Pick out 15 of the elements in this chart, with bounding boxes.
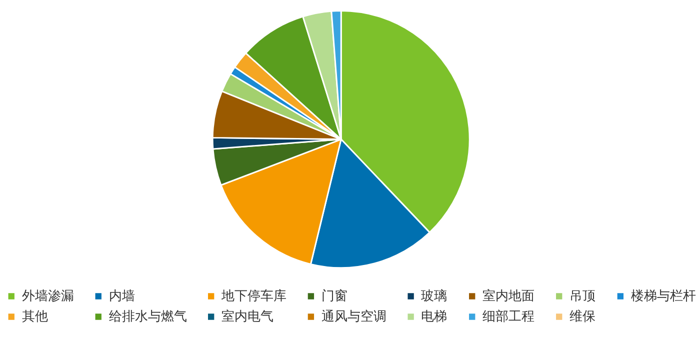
legend-label: 外墙渗漏 bbox=[22, 289, 74, 304]
legend-label: 通风与空调 bbox=[321, 310, 386, 325]
legend-label: 楼梯与栏杆 bbox=[630, 289, 696, 304]
legend-label: 玻璃 bbox=[421, 289, 448, 304]
legend-label: 吊顶 bbox=[569, 289, 596, 304]
legend-label: 地下停车库 bbox=[220, 289, 286, 304]
legend-label: 电梯 bbox=[421, 310, 448, 325]
legend-label: 室内地面 bbox=[482, 288, 534, 304]
legend-label: 给排水与燃气 bbox=[108, 310, 187, 325]
legend-label: 内墙 bbox=[108, 289, 135, 304]
legend-label: 室内电气 bbox=[221, 308, 274, 325]
legend-label: 门窗 bbox=[321, 288, 348, 304]
legend-label: 其他 bbox=[22, 310, 48, 325]
legend-label: 细部工程 bbox=[482, 310, 534, 325]
legend-label: 维保 bbox=[569, 310, 596, 325]
